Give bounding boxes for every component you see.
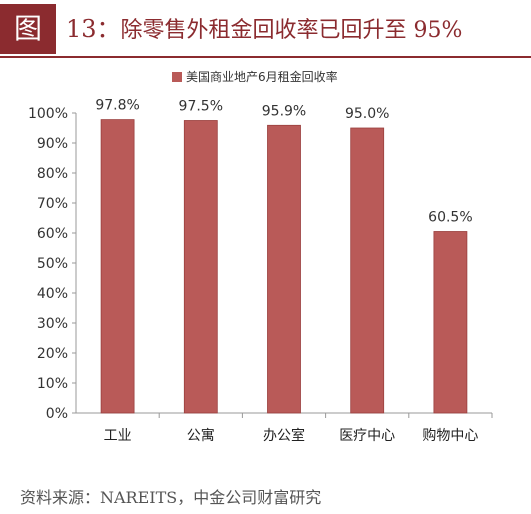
y-tick-label: 60% [37, 226, 68, 242]
bar [267, 124, 301, 414]
x-tick-label: 公寓 [187, 427, 215, 444]
figure-number: 13： [66, 15, 121, 43]
header-rule [0, 56, 531, 58]
y-tick-label: 80% [37, 166, 68, 182]
data-label: 60.5% [428, 210, 472, 226]
bar [433, 231, 468, 414]
x-tick-label: 办公室 [263, 427, 305, 444]
figure-title: 13：除零售外租金回收率已回升至 95% [66, 4, 462, 54]
bar [100, 119, 135, 414]
x-tick-label: 医疗中心 [339, 428, 395, 444]
y-tick-label: 50% [37, 256, 68, 272]
data-label: 97.5% [179, 99, 223, 115]
y-tick-label: 70% [37, 196, 68, 212]
y-tick-label: 30% [37, 316, 68, 332]
y-tick-label: 90% [37, 136, 68, 152]
y-tick-label: 40% [37, 286, 68, 302]
x-tick-label: 购物中心 [422, 428, 478, 444]
bar [183, 120, 218, 414]
y-tick-label: 10% [37, 376, 68, 392]
source-note: 资料来源：NAREITS，中金公司财富研究 [20, 488, 322, 507]
data-label: 95.0% [345, 106, 389, 122]
data-label: 95.9% [262, 103, 306, 119]
figure-header: 图 13：除零售外租金回收率已回升至 95% [0, 0, 531, 58]
legend-swatch [172, 72, 182, 82]
x-tick-label: 工业 [104, 428, 132, 444]
y-tick-label: 100% [28, 106, 68, 122]
legend-label: 美国商业地产6月租金回收率 [186, 69, 338, 84]
data-label: 97.8% [95, 98, 139, 114]
figure-title-text: 除零售外租金回收率已回升至 95% [120, 18, 463, 43]
bar-chart: 美国商业地产6月租金回收率 0% 10% 20% 30% 40% 50% 60% 70% 80% 9… [28, 69, 493, 444]
y-tick-label: 0% [46, 406, 68, 422]
figure-label: 图 [0, 4, 56, 54]
bar [350, 127, 385, 414]
y-tick-label: 20% [37, 346, 68, 362]
